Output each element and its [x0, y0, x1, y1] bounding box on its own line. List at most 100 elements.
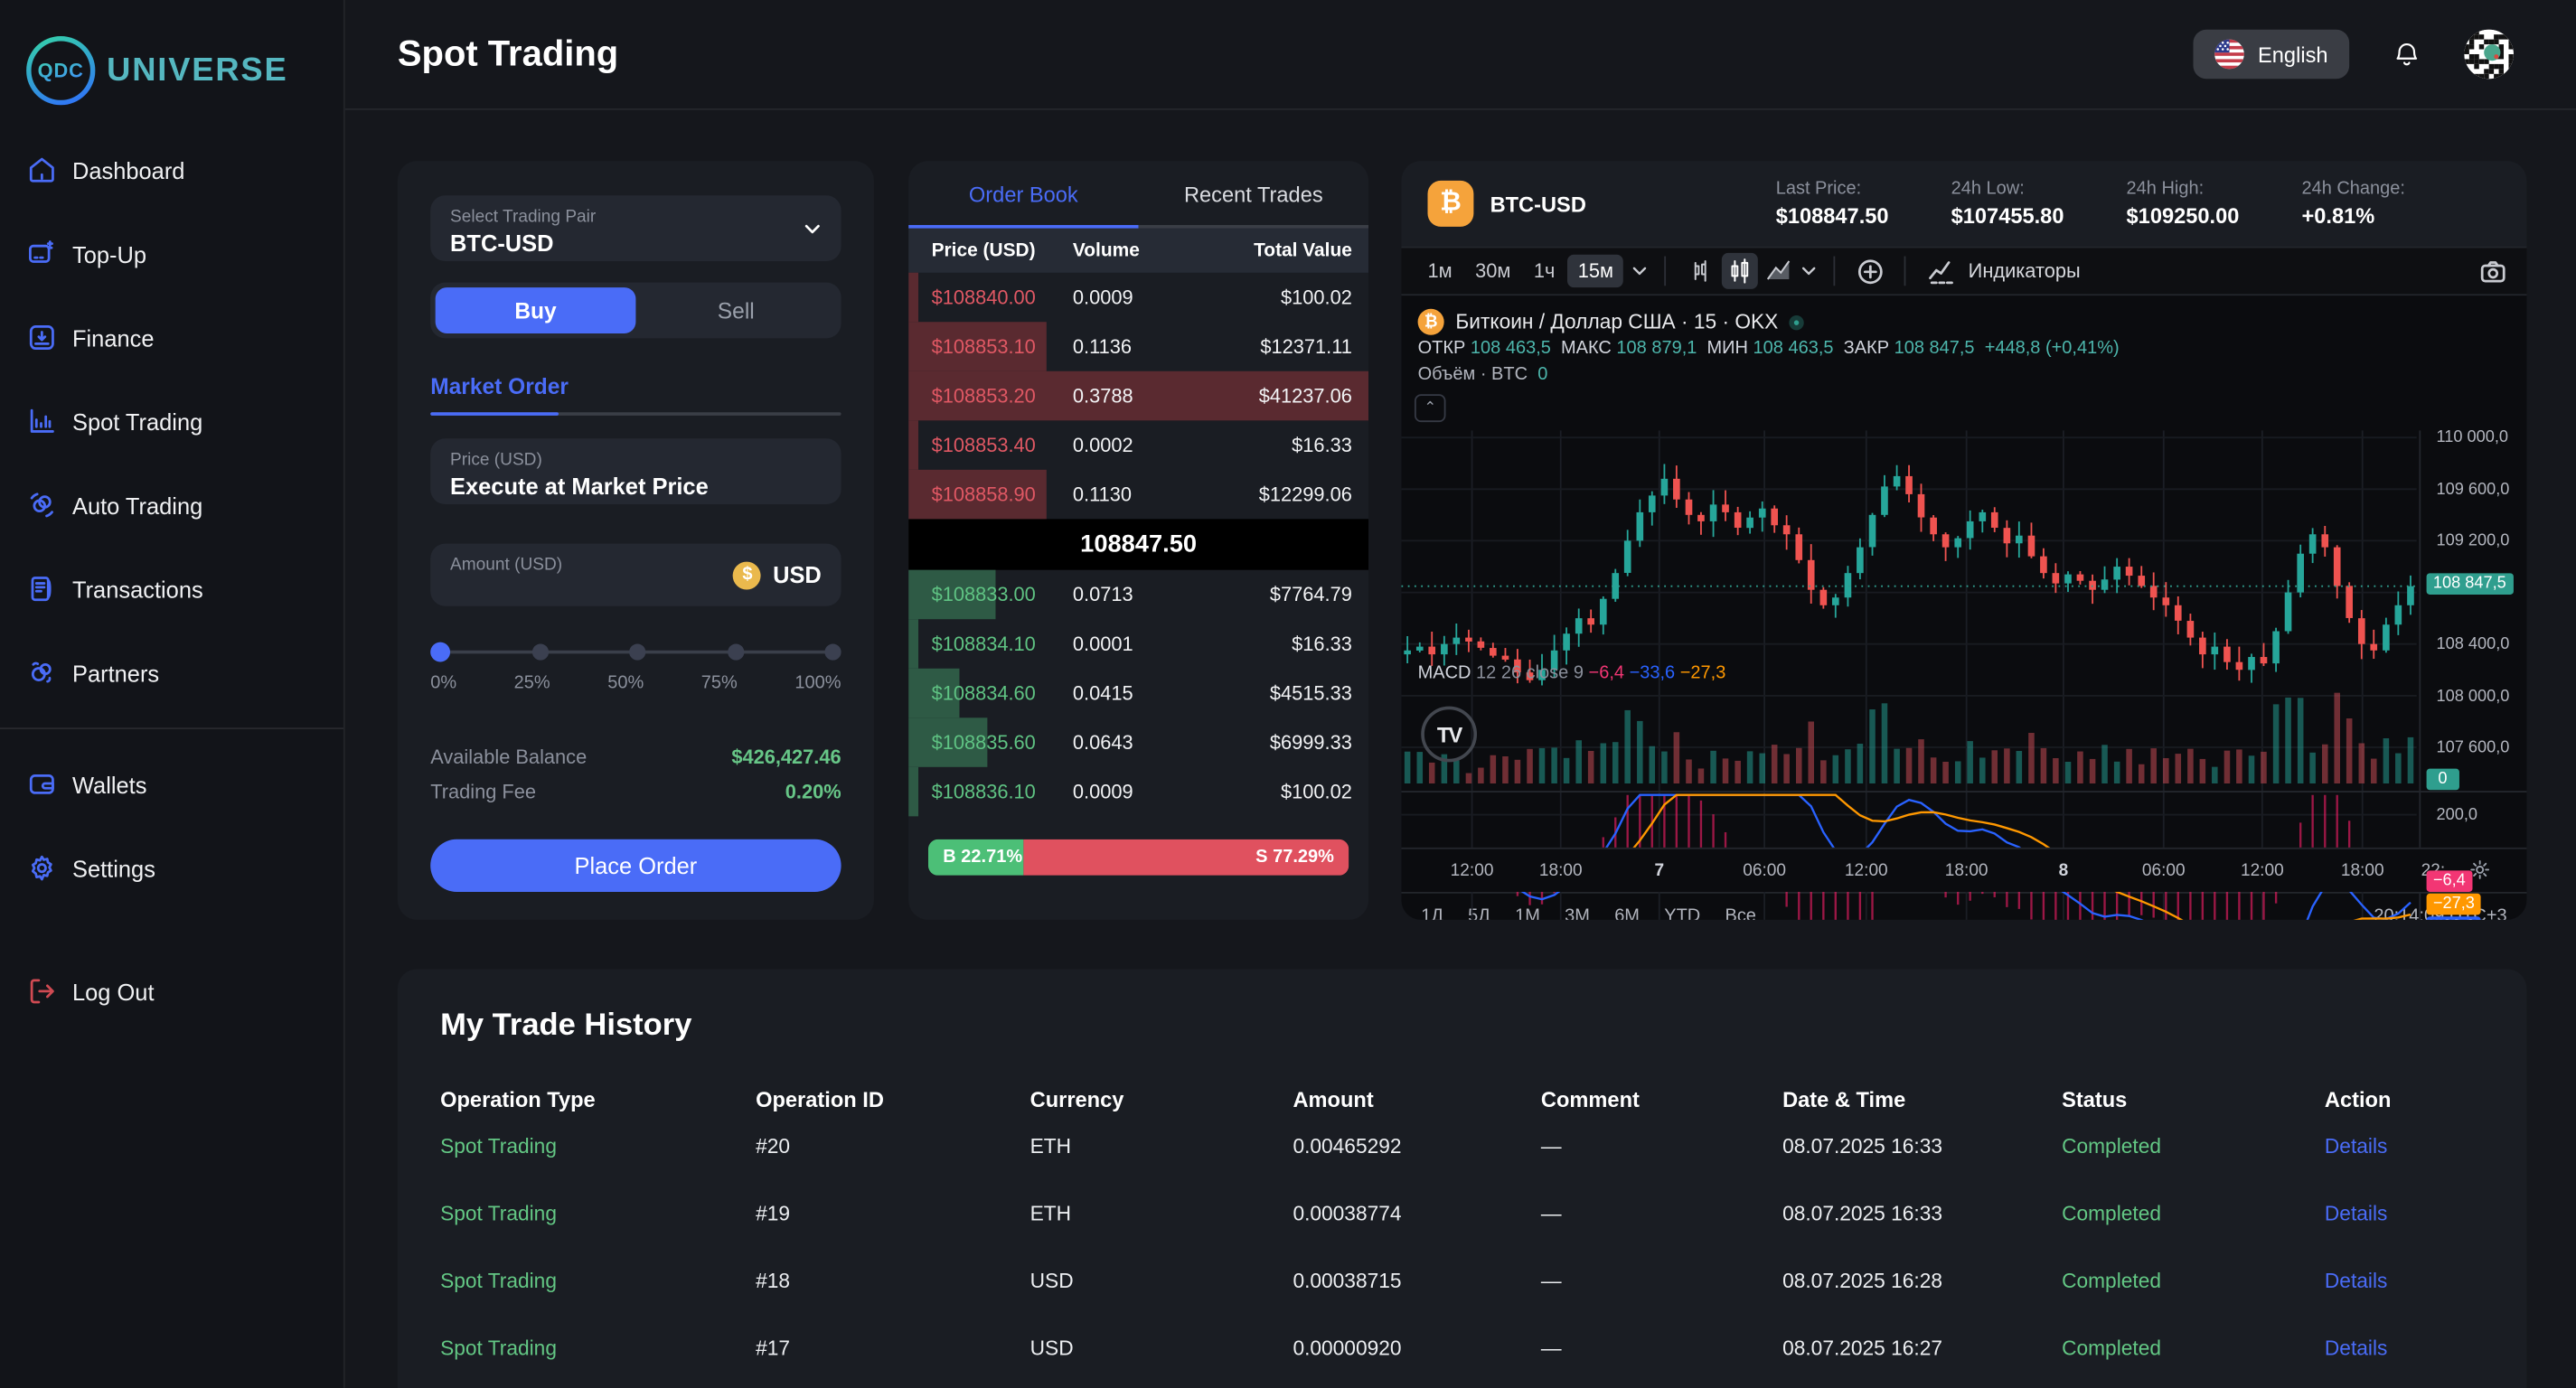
sidebar-item-wallets[interactable]: Wallets [0, 743, 343, 827]
notifications-bell-icon[interactable] [2392, 40, 2421, 70]
bid-row[interactable]: $108836.10 0.0009 $100.02 [908, 766, 1368, 817]
pair-select-value: BTC-USD [450, 230, 554, 257]
chart-stat: 24h Change: +0.81% [2301, 179, 2405, 229]
chart-card: ₿ BTC-USD Last Price: $108847.50 24h Low: $… [1401, 161, 2527, 920]
amount-label: Amount (USD) [450, 555, 563, 576]
compare-plus-icon[interactable] [1852, 253, 1888, 289]
axis-settings-gear-icon[interactable] [2469, 859, 2491, 881]
details-link[interactable]: Details [2324, 1336, 2388, 1360]
amount-currency-label: USD [773, 561, 822, 588]
slider-dot-100%[interactable] [824, 643, 841, 661]
sidebar-item-label: Partners [71, 659, 160, 686]
time-axis-tick: 12:00 [1450, 860, 1494, 881]
sidebar-item-transactions[interactable]: Transactions [0, 547, 343, 631]
sidebar-item-partners[interactable]: Partners [0, 631, 343, 715]
slider-dot-50%[interactable] [629, 643, 646, 661]
indicators-icon[interactable] [1923, 253, 1959, 289]
language-selector[interactable]: English [2194, 29, 2350, 80]
tab-recent-trades[interactable]: Recent Trades [1183, 182, 1323, 208]
bid-row[interactable]: $108834.10 0.0001 $16.33 [908, 619, 1368, 669]
language-label: English [2258, 42, 2328, 67]
bid-row[interactable]: $108833.00 0.0713 $7764.79 [908, 569, 1368, 620]
top-header: Spot Trading English [344, 0, 2576, 110]
buy-button[interactable]: Buy [435, 287, 636, 333]
trading-pair-select[interactable]: Select Trading Pair BTC-USD [430, 195, 841, 261]
area-style-icon[interactable] [1762, 253, 1798, 289]
range-YTD[interactable]: YTD [1664, 905, 1701, 920]
time-axis-tick: 12:00 [2240, 860, 2284, 881]
ask-row[interactable]: $108853.40 0.0002 $16.33 [908, 420, 1368, 470]
legend-collapse-button[interactable]: ⌃ [1414, 394, 1446, 423]
price-field[interactable]: Price (USD) Execute at Market Price [430, 438, 841, 505]
col-price: Price (USD) [931, 240, 1036, 261]
range-5Д[interactable]: 5Д [1468, 905, 1490, 920]
slider-dot-75%[interactable] [727, 643, 744, 661]
timeframe-1м[interactable]: 1м [1427, 259, 1453, 283]
style-chevron-icon[interactable] [1800, 263, 1817, 279]
sidebar-item-finance[interactable]: Finance [0, 295, 343, 380]
tab-order-book[interactable]: Order Book [968, 182, 1078, 208]
trade-history-header: Operation Type Operation ID Currency Amount… [440, 1087, 2484, 1111]
time-axis-tick: 12:00 [1844, 860, 1888, 881]
amount-currency: $ USD [733, 544, 822, 606]
timeframe-1ч[interactable]: 1ч [1533, 259, 1556, 283]
sidebar-item-settings[interactable]: Settings [0, 826, 343, 910]
tradingview-logo[interactable]: TV [1421, 706, 1478, 763]
bid-row[interactable]: $108834.60 0.0415 $4515.33 [908, 668, 1368, 718]
slider-dot-25%[interactable] [531, 643, 549, 661]
ask-row[interactable]: $108840.00 0.0009 $100.02 [908, 272, 1368, 323]
details-link[interactable]: Details [2324, 1134, 2388, 1158]
chevron-down-icon [804, 224, 820, 234]
sidebar-item-spot-trading[interactable]: Spot Trading [0, 380, 343, 464]
buy-sell-toggle: Buy Sell [430, 282, 841, 339]
bar-settings-icon[interactable] [1682, 253, 1718, 289]
ask-row[interactable]: $108858.90 0.1130 $12299.06 [908, 469, 1368, 520]
sidebar-item-label: Settings [71, 855, 155, 882]
candles-style-icon[interactable] [1722, 252, 1759, 289]
range-3М[interactable]: 3М [1565, 905, 1590, 920]
price-axis-tick: 107 600,0 [2436, 738, 2510, 757]
amount-slider[interactable] [430, 642, 841, 662]
sidebar-item-dashboard[interactable]: Dashboard [0, 128, 343, 212]
chart-pair-label: BTC-USD [1490, 191, 1586, 217]
btc-icon: ₿ [1427, 180, 1474, 227]
chart-time-axis[interactable]: 12:00 18:00 7 06:00 12:00 18:00 8 06:00 12:00 18:… [1401, 847, 2527, 892]
sidebar-nav-logout: Log Out [0, 950, 343, 1034]
range-Все[interactable]: Все [1725, 905, 1756, 920]
range-1М[interactable]: 1М [1515, 905, 1540, 920]
details-link[interactable]: Details [2324, 1201, 2388, 1225]
history-col-comment: Comment [1540, 1087, 1640, 1112]
price-axis-tick: 110 000,0 [2436, 428, 2509, 447]
transactions-icon [31, 577, 52, 602]
sidebar-item-auto-trading[interactable]: Auto Trading [0, 464, 343, 548]
timeframe-30м[interactable]: 30м [1475, 259, 1511, 283]
amount-field[interactable]: Amount (USD) $ USD [430, 543, 841, 606]
range-1Д[interactable]: 1Д [1421, 905, 1443, 920]
time-axis-tick: 7 [1654, 860, 1665, 881]
range-6М[interactable]: 6М [1614, 905, 1640, 920]
timeframe-15м[interactable]: 15м [1567, 254, 1623, 288]
indicators-label[interactable]: Индикаторы [1968, 259, 2081, 283]
slider-mark-label: 50% [607, 673, 644, 694]
balance-label: Available Balance [430, 746, 588, 769]
bid-row[interactable]: $108835.60 0.0643 $6999.33 [908, 717, 1368, 767]
place-order-button[interactable]: Place Order [430, 839, 841, 892]
asks-list: $108840.00 0.0009 $100.02 $108853.10 0.1136 $… [908, 272, 1369, 520]
ask-row[interactable]: $108853.10 0.1136 $12371.11 [908, 322, 1368, 371]
chart-plot-area[interactable]: ₿ Биткоин / Доллар США · 15 · OKX ОТКР 1… [1401, 295, 2527, 920]
history-col-date-time: Date & Time [1782, 1087, 1906, 1112]
sidebar-item-log-out[interactable]: Log Out [0, 950, 343, 1034]
user-avatar[interactable] [2464, 29, 2514, 80]
sidebar-item-label: Transactions [71, 576, 203, 603]
timeframe-chevron-icon[interactable] [1631, 263, 1648, 279]
details-link[interactable]: Details [2324, 1269, 2388, 1292]
ask-row[interactable]: $108853.20 0.3788 $41237.06 [908, 370, 1369, 421]
sell-button[interactable]: Sell [717, 297, 755, 324]
order-type-tab[interactable]: Market Order [430, 374, 841, 416]
sidebar-divider [0, 727, 343, 730]
screenshot-camera-icon[interactable] [2474, 253, 2510, 289]
slider-dot-0%[interactable] [430, 642, 451, 662]
sidebar-item-top-up[interactable]: Top-Up [0, 211, 343, 295]
fee-label: Trading Fee [430, 780, 537, 803]
